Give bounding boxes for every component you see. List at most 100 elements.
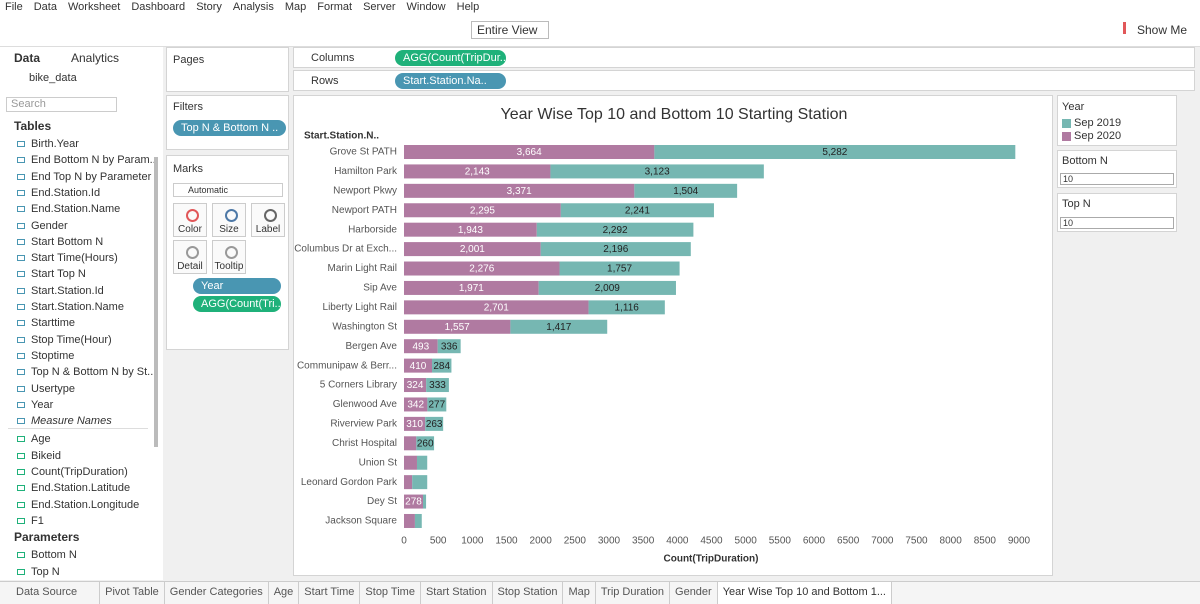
- measure-field[interactable]: F1: [31, 514, 44, 527]
- bar-segment: [510, 319, 608, 334]
- measure-field[interactable]: Count(TripDuration): [31, 466, 128, 478]
- data-label: 263: [426, 419, 443, 430]
- dimension-field[interactable]: Gender: [31, 219, 68, 232]
- analytics-tab[interactable]: Analytics: [71, 51, 120, 65]
- dimension-field[interactable]: End.Station.Name: [31, 203, 121, 216]
- sheet-tab[interactable]: Data Source: [0, 582, 101, 604]
- view: Year Wise Top 10 and Bottom 10 Starting …: [293, 95, 1053, 576]
- sheet-tab[interactable]: Gender Categories: [165, 582, 269, 604]
- y-tick-label: Jackson Square: [325, 516, 397, 527]
- color-pill[interactable]: Year: [193, 278, 281, 294]
- parameter[interactable]: Bottom N: [31, 549, 77, 561]
- sheet-tab[interactable]: Age: [269, 582, 300, 604]
- measure-field[interactable]: End.Station.Latitude: [31, 482, 131, 495]
- dimension-field[interactable]: Starttime: [31, 317, 76, 330]
- search-box[interactable]: Search: [6, 97, 117, 112]
- data-label: 1,943: [458, 225, 483, 236]
- measure-field[interactable]: End.Station.Longitude: [31, 498, 140, 511]
- dimension-field[interactable]: End Top N by Parameter: [31, 170, 152, 183]
- sheet-tab[interactable]: Pivot Table: [100, 582, 165, 604]
- sheet-tab[interactable]: Stop Station: [493, 582, 564, 604]
- x-tick-label: 1500: [495, 536, 518, 547]
- menu-item[interactable]: Analysis: [232, 1, 274, 13]
- datasource[interactable]: bike_data: [29, 72, 77, 84]
- mark-button[interactable]: Detail: [173, 240, 207, 274]
- bottom-n-input[interactable]: 10: [1060, 173, 1174, 185]
- fit-dropdown[interactable]: Entire View: [471, 21, 549, 39]
- menu-item[interactable]: File: [5, 1, 23, 13]
- dimension-field[interactable]: Start Bottom N: [31, 235, 104, 248]
- filter-pill[interactable]: Top N & Bottom N ..: [173, 120, 286, 136]
- data-label: 2,001: [460, 244, 485, 255]
- menu-item[interactable]: Server: [363, 1, 396, 13]
- menu-item[interactable]: Story: [196, 1, 222, 13]
- sheet-tab[interactable]: Stop Time: [360, 582, 421, 604]
- parameters-heading: Parameters: [14, 530, 80, 544]
- dimension-field[interactable]: End.Station.Id: [31, 186, 101, 199]
- dimension-field[interactable]: Birth.Year: [31, 138, 79, 150]
- data-label: 493: [413, 341, 430, 352]
- sheet-tab[interactable]: Map: [563, 582, 596, 604]
- sheet-tab[interactable]: Gender: [670, 582, 718, 604]
- menu-item[interactable]: Map: [284, 1, 307, 13]
- dimension-field[interactable]: Usertype: [31, 382, 76, 395]
- dimension-field[interactable]: Start.Station.Id: [31, 284, 104, 297]
- dimension-field[interactable]: Stop Time(Hour): [31, 333, 112, 346]
- dimension-field[interactable]: Stoptime: [31, 349, 75, 362]
- rows-pill[interactable]: Start.Station.Na..: [395, 73, 506, 89]
- x-tick-label: 500: [430, 536, 447, 547]
- bar-segment: [432, 358, 452, 373]
- rows-label: Rows: [311, 75, 339, 87]
- dimension-field[interactable]: Top N & Bottom N by St...: [31, 366, 157, 379]
- dimension-field[interactable]: Start Top N: [31, 268, 86, 281]
- dimension-field[interactable]: Start.Station.Name: [31, 301, 124, 313]
- toolbar: Entire View Show Me: [0, 15, 1200, 47]
- data-label: 3,123: [645, 167, 670, 178]
- sheet-tab[interactable]: Start Time: [299, 582, 361, 604]
- bar-segment: [550, 164, 764, 179]
- parameter[interactable]: Top N: [31, 565, 60, 578]
- mark-type[interactable]: Automatic: [173, 183, 283, 197]
- bar-segment: [404, 183, 635, 198]
- sheet-tab[interactable]: Trip Duration: [596, 582, 671, 604]
- bar-segment: [654, 145, 1016, 159]
- legend-swatch: [1062, 132, 1071, 141]
- dimension-field[interactable]: Year: [31, 398, 54, 411]
- mark-button[interactable]: Label: [251, 203, 285, 237]
- data-label: 310: [406, 419, 423, 430]
- show-me[interactable]: Show Me: [1137, 23, 1188, 37]
- menu-item[interactable]: Help: [456, 1, 480, 13]
- bar-segment: [560, 203, 714, 218]
- menu-item[interactable]: Window: [406, 1, 446, 13]
- dimension-field[interactable]: Measure Names: [31, 415, 112, 428]
- dimension-field[interactable]: End Bottom N by Param...: [31, 154, 159, 167]
- data-label: 260: [417, 438, 434, 449]
- measure-field[interactable]: Bikeid: [31, 449, 61, 462]
- sheet-tab[interactable]: Start Station: [421, 582, 493, 604]
- field-icon: [17, 255, 25, 262]
- dimension-field[interactable]: Start Time(Hours): [31, 252, 118, 265]
- data-tab[interactable]: Data: [14, 51, 41, 65]
- field-icon: [17, 418, 25, 425]
- mark-button[interactable]: Color: [173, 203, 207, 237]
- x-tick-label: 4000: [666, 536, 689, 547]
- menu-item[interactable]: Dashboard: [131, 1, 186, 13]
- label-pill[interactable]: AGG(Count(Tri...: [193, 296, 284, 312]
- bar-segment: [634, 183, 738, 198]
- mark-button[interactable]: Size: [212, 203, 246, 237]
- bar-segment: [536, 222, 694, 237]
- measure-field[interactable]: Age: [31, 433, 51, 446]
- columns-pill[interactable]: AGG(Count(TripDur..: [395, 50, 506, 66]
- field-icon: [17, 287, 25, 294]
- bar-segment: [404, 494, 423, 509]
- mark-button[interactable]: Tooltip: [212, 240, 246, 274]
- menu-item[interactable]: Worksheet: [67, 1, 121, 13]
- menu-item[interactable]: Data: [33, 1, 57, 13]
- legend-label[interactable]: Sep 2019: [1074, 117, 1122, 129]
- legend-label[interactable]: Sep 2020: [1074, 130, 1122, 142]
- menu-item[interactable]: Format: [317, 1, 353, 13]
- top-n-input[interactable]: 10: [1060, 217, 1174, 229]
- sheet-tab[interactable]: Year Wise Top 10 and Bottom 1...: [717, 582, 892, 604]
- bar-segment: [425, 416, 444, 431]
